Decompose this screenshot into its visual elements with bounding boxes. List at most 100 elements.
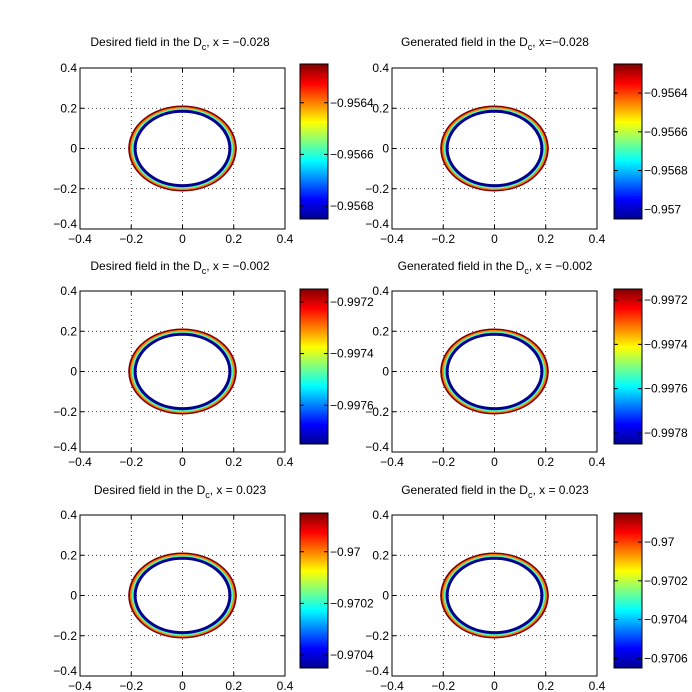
colorbar-tick-label: −0.9566 <box>330 147 374 161</box>
y-tick-label: 0 <box>382 142 389 156</box>
subplot-4: −0.4−0.4 −0.2 −0.2 0 0 0.2 0.2 0.4 0.4 Generated … <box>365 259 688 469</box>
x-tick-label: 0.2 <box>225 679 242 692</box>
y-tick-label: 0.2 <box>372 324 389 338</box>
colorbar-tick-label: −0.9972 <box>330 295 374 309</box>
y-tick-label: 0.2 <box>372 101 389 115</box>
contour-line <box>133 556 232 635</box>
colorbar-tick-label: −0.9978 <box>644 426 688 440</box>
x-tick-label: 0.2 <box>537 679 554 692</box>
y-tick-label: 0 <box>382 589 389 603</box>
x-tick-label: 0.4 <box>277 232 294 246</box>
x-tick-label: 0.4 <box>589 455 606 469</box>
y-tick-label: 0.4 <box>372 61 389 75</box>
y-tick-label: −0.2 <box>53 629 77 643</box>
subplot-2: −0.4−0.4 −0.2 −0.2 0 0 0.2 0.2 0.4 0.4 Generated … <box>365 35 688 246</box>
y-tick-label: −0.4 <box>365 217 389 231</box>
colorbar-tick-label: −0.97 <box>330 545 361 559</box>
y-tick-label: 0.2 <box>60 101 77 115</box>
x-tick-label: 0 <box>179 455 186 469</box>
y-tick-label: 0.4 <box>60 284 77 298</box>
contour-line <box>133 109 232 188</box>
contour-line <box>445 109 544 188</box>
colorbar-tick-label: −0.9564 <box>330 96 374 110</box>
x-tick-label: −0.4 <box>68 455 92 469</box>
y-tick-label: −0.4 <box>365 664 389 678</box>
y-tick-label: 0.4 <box>60 508 77 522</box>
x-tick-label: −0.4 <box>380 455 404 469</box>
y-tick-label: 0.4 <box>372 508 389 522</box>
x-tick-label: 0.2 <box>225 455 242 469</box>
x-tick-label: 0 <box>179 232 186 246</box>
colorbar-tick-label: −0.9974 <box>330 347 374 361</box>
x-tick-label: −0.4 <box>68 232 92 246</box>
colorbar-frame <box>299 288 329 445</box>
colorbar-tick-label: −0.9566 <box>644 125 688 139</box>
x-tick-label: 0.4 <box>277 679 294 692</box>
colorbar <box>614 513 642 668</box>
subplot-title: Desired field in the Dc, x = −0.028 <box>90 35 270 52</box>
colorbar-tick-label: −0.957 <box>644 202 681 216</box>
x-tick-label: 0.2 <box>225 232 242 246</box>
x-tick-label: 0 <box>491 232 498 246</box>
colorbar-tick-label: −0.9972 <box>644 293 688 307</box>
x-tick-label: 0 <box>491 679 498 692</box>
colorbar-frame <box>613 288 643 445</box>
x-tick-label: 0.4 <box>589 232 606 246</box>
colorbar <box>614 289 642 444</box>
colorbar-frame <box>613 63 643 220</box>
colorbar-tick-label: −0.9704 <box>330 648 374 662</box>
x-tick-label: −0.2 <box>431 232 455 246</box>
colorbar <box>300 289 328 444</box>
x-tick-label: −0.4 <box>68 679 92 692</box>
x-tick-label: −0.2 <box>119 679 143 692</box>
y-tick-label: −0.2 <box>53 405 77 419</box>
y-tick-label: −0.4 <box>365 440 389 454</box>
y-tick-label: 0.4 <box>372 284 389 298</box>
x-tick-label: −0.4 <box>380 679 404 692</box>
colorbar-tick-label: −0.9974 <box>644 337 688 351</box>
subplot-1: −0.4−0.4 −0.2 −0.2 0 0 0.2 0.2 0.4 0.4 Desired fi… <box>53 35 374 246</box>
colorbar-tick-label: −0.9706 <box>644 651 688 665</box>
subplot-title: Desired field in the Dc, x = −0.002 <box>90 259 270 276</box>
y-tick-label: 0 <box>70 142 77 156</box>
y-tick-label: −0.2 <box>53 182 77 196</box>
contour-line <box>133 332 232 411</box>
subplot-title: Generated field in the Dc, x = −0.002 <box>398 259 593 276</box>
x-tick-label: −0.4 <box>380 232 404 246</box>
y-tick-label: −0.2 <box>365 629 389 643</box>
colorbar-tick-label: −0.9568 <box>330 199 374 213</box>
colorbar <box>300 64 328 219</box>
colorbar-tick-label: −0.9564 <box>644 86 688 100</box>
subplot-title: Desired field in the Dc, x = 0.023 <box>94 483 267 500</box>
y-tick-label: −0.4 <box>53 217 77 231</box>
y-tick-label: 0.2 <box>60 548 77 562</box>
x-tick-label: 0 <box>179 679 186 692</box>
y-tick-label: −0.2 <box>365 182 389 196</box>
x-tick-label: 0.2 <box>537 232 554 246</box>
y-tick-label: −0.4 <box>53 440 77 454</box>
x-tick-label: 0.4 <box>277 455 294 469</box>
x-tick-label: 0 <box>491 455 498 469</box>
y-tick-label: 0 <box>70 589 77 603</box>
x-tick-label: −0.2 <box>431 455 455 469</box>
x-tick-label: −0.2 <box>431 679 455 692</box>
colorbar-tick-label: −0.9976 <box>644 382 688 396</box>
colorbar <box>614 64 642 219</box>
y-tick-label: 0.2 <box>60 324 77 338</box>
subplot-3: −0.4−0.4 −0.2 −0.2 0 0 0.2 0.2 0.4 0.4 Desired fi… <box>53 259 374 469</box>
y-tick-label: 0 <box>382 365 389 379</box>
colorbar-tick-label: −0.9702 <box>644 574 688 588</box>
x-tick-label: 0.2 <box>537 455 554 469</box>
colorbar-tick-label: −0.97 <box>644 535 675 549</box>
y-tick-label: 0.2 <box>372 548 389 562</box>
colorbar-tick-label: −0.9976 <box>330 398 374 412</box>
subplot-5: −0.4−0.4 −0.2 −0.2 0 0 0.2 0.2 0.4 0.4 Desired fi… <box>53 483 374 692</box>
x-tick-label: −0.2 <box>119 232 143 246</box>
colorbar-tick-label: −0.9568 <box>644 164 688 178</box>
subplot-title: Generated field in the Dc, x = 0.023 <box>401 483 589 500</box>
y-tick-label: 0 <box>70 365 77 379</box>
y-tick-label: −0.2 <box>365 405 389 419</box>
y-tick-label: 0.4 <box>60 61 77 75</box>
colorbar-tick-label: −0.9702 <box>330 596 374 610</box>
